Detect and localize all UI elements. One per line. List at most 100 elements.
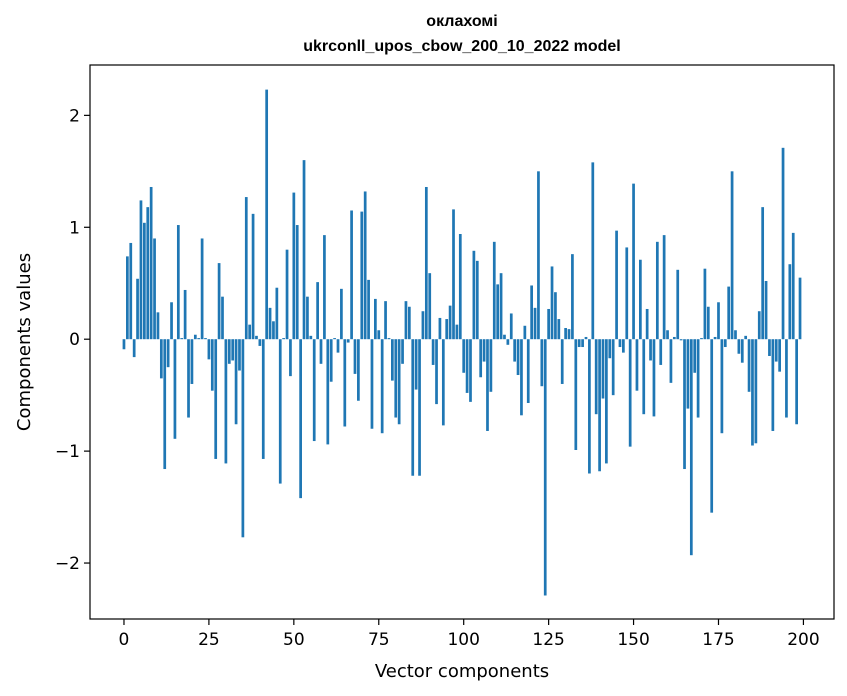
y-tick-label: 2 <box>69 106 80 126</box>
bar <box>547 308 550 340</box>
bar <box>795 339 798 425</box>
bar <box>754 339 758 444</box>
bar <box>489 339 493 392</box>
x-tick-label: 75 <box>368 630 390 650</box>
bar <box>438 317 442 340</box>
bar <box>360 211 364 340</box>
bar <box>608 339 612 359</box>
bar <box>700 338 703 340</box>
bar <box>499 273 503 340</box>
bar <box>598 339 601 472</box>
bar <box>357 339 360 401</box>
bar <box>193 334 197 340</box>
bar <box>516 339 520 376</box>
bar <box>370 339 374 429</box>
x-tick-label: 25 <box>198 630 220 650</box>
bar <box>149 186 153 340</box>
bar <box>421 311 425 340</box>
bar <box>683 339 686 470</box>
bar <box>316 282 319 340</box>
bar <box>224 339 228 464</box>
bar <box>567 329 571 340</box>
bar <box>577 339 581 348</box>
bar <box>319 339 323 364</box>
bar <box>292 192 296 340</box>
bar <box>625 247 629 340</box>
bar <box>380 339 384 434</box>
bar <box>367 279 370 340</box>
bar <box>557 319 561 340</box>
bar <box>221 296 224 340</box>
bar <box>564 328 567 340</box>
bar <box>217 263 221 340</box>
bar <box>323 235 326 340</box>
bar <box>272 321 275 340</box>
bar <box>686 339 690 409</box>
bar <box>136 278 139 340</box>
bar <box>309 335 313 340</box>
bar <box>605 339 608 464</box>
bar <box>740 339 744 363</box>
bar <box>652 339 656 417</box>
bar <box>214 339 218 459</box>
bar <box>159 339 163 379</box>
bar <box>458 234 462 340</box>
bar <box>153 238 156 340</box>
bar <box>132 339 136 358</box>
bar <box>771 339 775 431</box>
bar <box>472 250 476 340</box>
bar <box>384 301 387 340</box>
bar <box>462 339 466 373</box>
x-axis-label: Vector components <box>375 661 549 682</box>
bar <box>768 339 771 356</box>
bar <box>170 302 173 340</box>
bar <box>261 339 265 459</box>
bar <box>329 339 333 382</box>
bar <box>601 339 605 399</box>
bar <box>391 339 394 381</box>
bar <box>374 298 377 340</box>
bar <box>289 339 292 377</box>
plot-frame <box>89 64 835 620</box>
bar <box>278 339 282 484</box>
bar <box>554 292 557 340</box>
bar <box>710 339 714 513</box>
bar <box>200 238 204 340</box>
bar <box>445 319 449 340</box>
y-axis-label: Components values <box>14 253 35 431</box>
bar <box>734 330 737 340</box>
bar <box>560 339 564 384</box>
bar <box>764 281 768 340</box>
bar <box>146 207 150 340</box>
bar <box>336 339 340 353</box>
bar <box>642 339 646 415</box>
bar <box>210 339 214 391</box>
y-tick-label: −2 <box>55 554 80 574</box>
bar <box>696 339 700 418</box>
bar <box>788 264 792 340</box>
bar <box>693 339 697 373</box>
bar <box>143 222 146 340</box>
bar <box>588 339 591 474</box>
bar <box>363 191 367 340</box>
bar <box>302 160 306 340</box>
bar <box>275 287 279 340</box>
bar <box>676 269 680 340</box>
bar <box>244 197 248 340</box>
bar <box>122 339 126 350</box>
bar <box>778 339 781 372</box>
bar <box>482 339 486 362</box>
bar <box>387 338 391 340</box>
bar <box>397 339 401 425</box>
bar <box>469 339 472 402</box>
bar <box>475 260 479 340</box>
bar <box>506 339 510 345</box>
bar <box>333 338 336 340</box>
chart-subtitle: ukrconll_upos_cbow_200_10_2022 model <box>303 38 620 55</box>
bar <box>126 256 129 340</box>
bar <box>282 338 285 340</box>
bar <box>418 339 421 476</box>
bar <box>513 339 517 362</box>
x-tick-label: 150 <box>617 630 649 650</box>
